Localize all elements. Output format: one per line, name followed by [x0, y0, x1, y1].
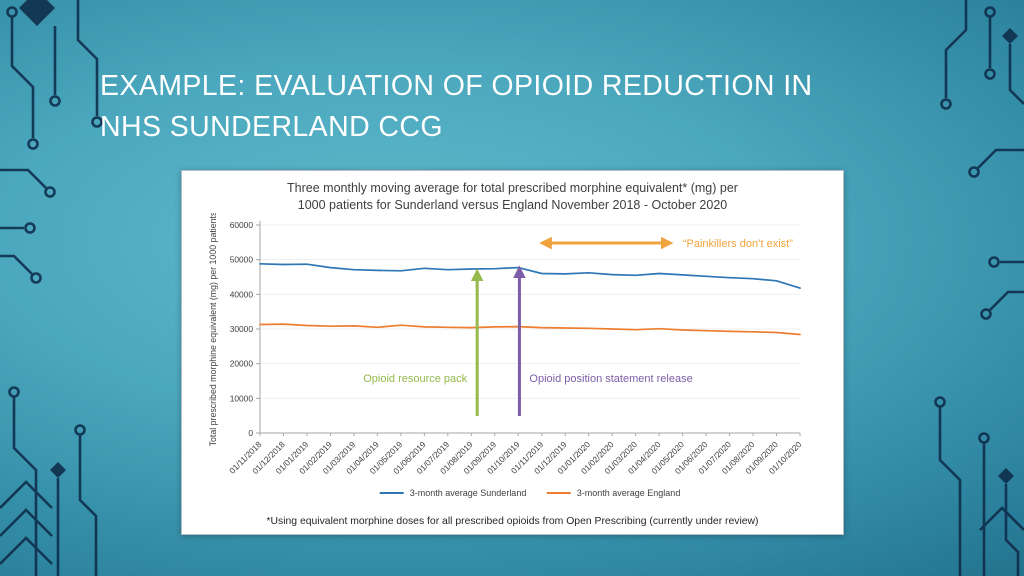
- svg-text:10000: 10000: [230, 393, 254, 403]
- svg-text:3-month average Sunderland: 3-month average Sunderland: [410, 488, 527, 498]
- chart-card: Three monthly moving average for total p…: [181, 170, 844, 535]
- slide-title-line-2: NHS SUNDERLAND CCG: [100, 110, 443, 143]
- svg-text:3-month average England: 3-month average England: [577, 488, 681, 498]
- slide-title: EXAMPLE: EVALUATION OF OPIOID REDUCTION …: [100, 66, 960, 148]
- svg-text:0: 0: [248, 428, 253, 438]
- svg-text:Total prescribed morphine equi: Total prescribed morphine equivalent (mg…: [208, 213, 218, 446]
- chart-title-line-1: Three monthly moving average for total p…: [287, 181, 738, 195]
- svg-text:Opioid resource pack: Opioid resource pack: [363, 373, 467, 385]
- chart-title: Three monthly moving average for total p…: [182, 180, 843, 213]
- chart-title-line-2: 1000 patients for Sunderland versus Engl…: [297, 197, 728, 212]
- svg-text:20000: 20000: [230, 359, 254, 369]
- svg-text:30000: 30000: [230, 324, 254, 334]
- slide-title-line-1: EXAMPLE: EVALUATION OF OPIOID REDUCTION …: [100, 70, 813, 102]
- svg-text:50000: 50000: [230, 255, 254, 265]
- chart-footnote: *Using equivalent morphine doses for all…: [266, 516, 759, 527]
- svg-text:40000: 40000: [230, 289, 254, 299]
- svg-text:60000: 60000: [230, 220, 254, 230]
- svg-text:Opioid position statement rele: Opioid position statement release: [529, 373, 692, 385]
- svg-text:“Painkillers don’t exist”: “Painkillers don’t exist”: [683, 238, 793, 250]
- line-chart: 010000200003000040000500006000001/11/201…: [208, 211, 804, 498]
